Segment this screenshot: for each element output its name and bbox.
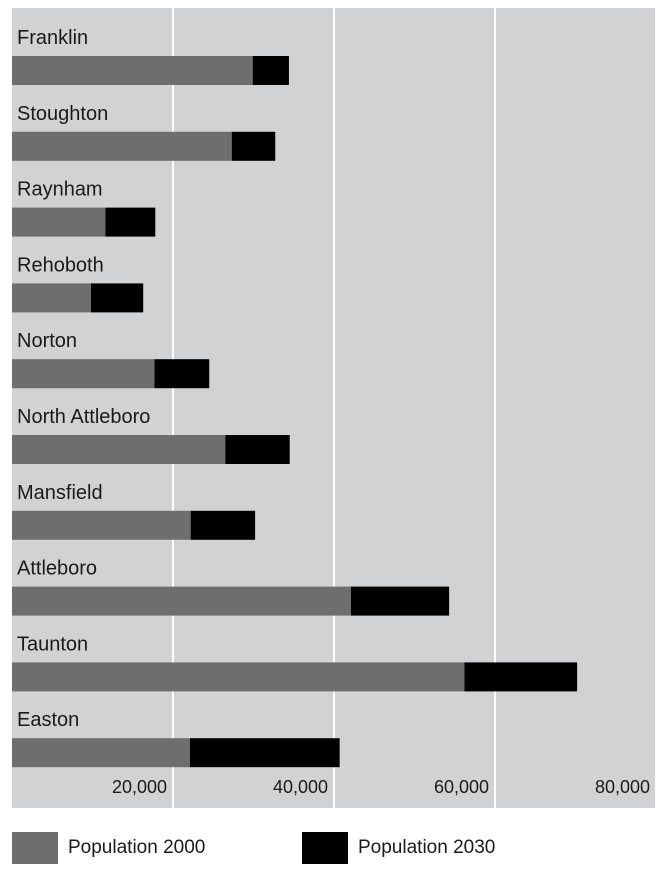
- legend-swatch-population-2000: [12, 832, 58, 864]
- x-tick-label-3: 80,000: [595, 777, 650, 797]
- bar-raynham-series-1: [105, 207, 156, 237]
- bar-taunton-series-1: [464, 662, 578, 692]
- bar-franklin-series-0: [12, 56, 253, 85]
- bar-easton-series-0: [12, 738, 190, 768]
- category-label-attleboro: Attleboro: [17, 558, 97, 580]
- bar-easton-series-1: [189, 738, 340, 768]
- bar-attleboro-series-0: [12, 586, 351, 616]
- bar-stoughton-series-0: [12, 131, 232, 161]
- category-label-taunton: Taunton: [17, 633, 88, 655]
- category-label-stoughton: Stoughton: [17, 103, 108, 125]
- bar-north-attleboro-series-1: [225, 435, 290, 464]
- category-label-norton: Norton: [17, 330, 77, 352]
- legend-item-population-2000: Population 2000: [12, 832, 205, 864]
- bar-north-attleboro-series-0: [12, 435, 226, 464]
- category-label-easton: Easton: [17, 709, 79, 731]
- category-label-raynham: Raynham: [17, 179, 103, 201]
- bar-norton-series-1: [154, 359, 210, 389]
- category-label-mansfield: Mansfield: [17, 482, 103, 504]
- bar-raynham-series-0: [12, 207, 106, 237]
- bar-norton-series-0: [12, 359, 155, 389]
- legend-label-population-2030: Population 2030: [358, 837, 496, 858]
- bar-franklin-series-1: [252, 56, 289, 85]
- bar-attleboro-series-1: [350, 586, 450, 616]
- bar-mansfield-series-0: [12, 510, 191, 540]
- category-label-north-attleboro: North Attleboro: [17, 406, 150, 428]
- category-labels: Franklin Stoughton Raynham Rehoboth Norton No…: [17, 27, 150, 731]
- category-label-franklin: Franklin: [17, 27, 88, 49]
- legend-item-population-2030: Population 2030: [302, 832, 495, 864]
- bar-rehoboth-series-1: [90, 283, 144, 313]
- legend: Population 2000 Population 2030: [12, 832, 652, 864]
- category-label-rehoboth: Rehoboth: [17, 254, 104, 276]
- x-tick-label-1: 40,000: [273, 777, 328, 797]
- bar-rehoboth-series-0: [12, 283, 91, 313]
- x-tick-labels: 20,000 40,000 60,000 80,000: [112, 777, 650, 797]
- bar-taunton-series-0: [12, 662, 465, 692]
- legend-swatch-population-2030: [302, 832, 348, 864]
- legend-label-population-2000: Population 2000: [68, 837, 206, 858]
- x-tick-label-2: 60,000: [434, 777, 489, 797]
- bar-mansfield-series-1: [190, 510, 256, 540]
- bars: [12, 56, 578, 768]
- bar-stoughton-series-1: [231, 131, 276, 161]
- x-tick-label-0: 20,000: [112, 777, 167, 797]
